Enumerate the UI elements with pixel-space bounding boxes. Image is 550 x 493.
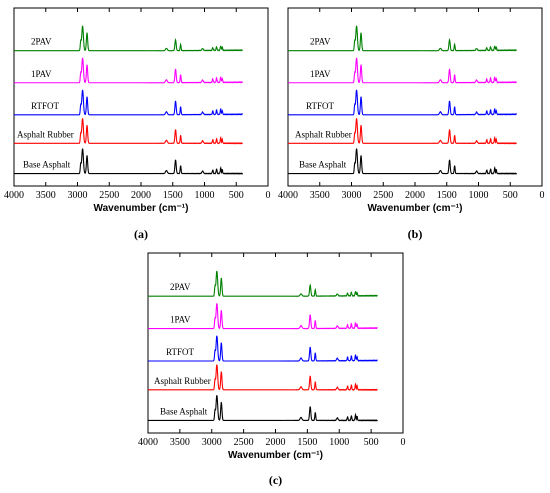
x-tick-label: 500 [364,437,379,448]
x-tick-label: 3500 [170,437,190,448]
series-line-2pav [148,270,378,297]
series-line-rtfot [148,335,378,362]
series-line-rtfot [14,89,243,116]
series-label: Base Asphalt [299,160,347,170]
panel-label: (b) [408,227,423,241]
x-tick-label: 3500 [310,190,330,201]
x-tick-label: 3500 [36,190,56,201]
chart-panel-1: 4000 3500 3000 2500 2000 1500 1000 500 0 Wavenumb… [4,7,271,241]
series-label: Asphalt Rubber [17,129,74,139]
series-line-rtfot [288,89,517,116]
x-tick-label: 1500 [297,437,317,448]
series-label: RTFOT [31,101,59,111]
series-label: 2PAV [31,37,52,47]
x-tick-label: 2000 [131,190,151,201]
x-tick-label: 500 [229,190,244,201]
series-label: Asphalt Rubber [154,376,211,386]
series-line-base-asphalt [288,148,518,175]
chart-panel-3: 4000 3500 3000 2500 2000 1500 1000 500 0 Wavenumb… [138,252,406,487]
series-line-asphalt-rubber [14,118,243,145]
x-tick-label: 0 [266,190,271,201]
x-tick-label: 3000 [68,190,88,201]
panel-label: (a) [134,227,148,241]
series-label: Base Asphalt [23,160,71,170]
x-tick-label: 3000 [342,190,362,201]
x-tick-label: 0 [540,190,545,201]
series-line-1pav [148,303,378,330]
x-tick-label: 2500 [373,190,393,201]
x-tick-label: 2500 [234,437,254,448]
x-tick-label: 1000 [195,190,215,201]
series-line-base-asphalt [148,395,378,422]
series-label: RTFOT [166,347,194,357]
series-line-2pav [14,25,243,52]
series-label: RTFOT [306,101,334,111]
x-tick-label: 1500 [437,190,457,201]
x-axis-label: Wavenumber (cm⁻¹) [94,203,189,214]
x-tick-label: 2000 [266,437,286,448]
series-label: Base Asphalt [160,406,208,416]
series-label: 1PAV [170,315,191,325]
x-tick-label: 2000 [405,190,425,201]
x-tick-label: 500 [503,190,518,201]
x-axis-label: Wavenumber (cm⁻¹) [368,203,463,214]
x-axis-label: Wavenumber (cm⁻¹) [228,450,323,461]
x-tick-label: 1000 [329,437,349,448]
series-label: 2PAV [170,282,191,292]
x-tick-label: 3000 [202,437,222,448]
chart-panel-2: 4000 3500 3000 2500 2000 1500 1000 500 0 Wavenumb… [278,7,545,241]
series-line-1pav [288,57,518,84]
x-tick-label: 1000 [469,190,489,201]
x-tick-label: 2500 [99,190,119,201]
panel-label: (c) [269,473,282,487]
x-tick-label: 4000 [4,190,24,201]
series-line-1pav [14,57,244,84]
x-tick-label: 1500 [163,190,183,201]
x-tick-label: 4000 [278,190,298,201]
x-tick-label: 0 [401,437,406,448]
series-line-asphalt-rubber [148,364,378,391]
series-line-asphalt-rubber [288,118,517,145]
series-label: 2PAV [310,37,331,47]
x-tick-label: 4000 [138,437,158,448]
series-label: Asphalt Rubber [295,129,352,139]
series-label: 1PAV [31,69,52,79]
series-label: 1PAV [310,69,331,79]
series-line-2pav [288,25,517,52]
series-line-base-asphalt [14,148,244,175]
